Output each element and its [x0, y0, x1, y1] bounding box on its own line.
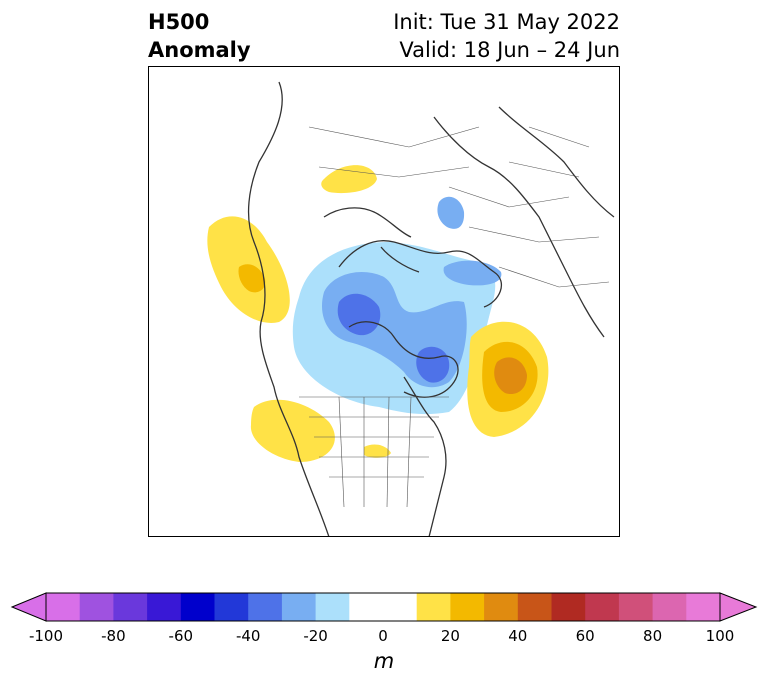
colorbar-tick-label: -40: [235, 627, 261, 645]
political-borders: [299, 126, 610, 508]
colorbar-tick-label: 0: [378, 627, 388, 645]
anomaly-map: [148, 66, 620, 537]
map-canvas: [207, 81, 615, 536]
init-date-label: Init: Tue 31 May 2022: [393, 10, 620, 34]
colorbar-cell: [46, 593, 81, 621]
positive-anomaly-north-atlantic-core: [238, 264, 266, 293]
colorbar-cell: [315, 593, 350, 621]
colorbar-cell: [180, 593, 215, 621]
colorbar: [10, 592, 758, 622]
colorbar-unit-label: m: [373, 649, 395, 673]
colorbar-cell: [281, 593, 317, 621]
colorbar-extend-low: [10, 592, 47, 622]
colorbar-cell: [484, 593, 519, 621]
colorbar-cell: [113, 593, 148, 621]
colorbar-cell: [79, 593, 114, 621]
title-line-2: Anomaly: [148, 38, 251, 62]
colorbar-cell: [416, 593, 451, 621]
coastlines: [247, 81, 615, 536]
negative-anomaly-core-east: [416, 346, 450, 383]
negative-anomaly-europe: [437, 196, 465, 229]
valid-range-label: Valid: 18 Jun – 24 Jun: [399, 38, 620, 62]
map-title: H500 Anomaly: [148, 8, 251, 64]
colorbar-tick-label: -60: [168, 627, 194, 645]
colorbar-tick-label: -20: [303, 627, 328, 645]
colorbar-cell: [652, 593, 687, 621]
colorbar-cell: [450, 593, 485, 621]
colorbar-cell: [349, 593, 384, 621]
forecast-info: Init: Tue 31 May 2022 Valid: 18 Jun – 24…: [393, 8, 620, 64]
colorbar-tick-label: -80: [101, 627, 126, 645]
colorbar-outline: [45, 592, 721, 622]
colorbar-tick-label: -100: [28, 627, 64, 645]
colorbar-cell: [517, 593, 552, 621]
colorbar-cell: [551, 593, 586, 621]
colorbar-cell: [383, 593, 418, 621]
colorbar-cell: [248, 593, 283, 621]
colorbar-tick-label: 60: [575, 627, 595, 645]
colorbar-cell: [686, 593, 721, 621]
colorbar-tick-label: 40: [508, 627, 528, 645]
colorbar-cell: [618, 593, 654, 621]
colorbar-cells: [10, 592, 758, 622]
positive-anomaly-scandinavia: [321, 165, 377, 194]
negative-anomaly-core-west: [337, 293, 381, 336]
colorbar-cell: [214, 593, 249, 621]
colorbar-tick-label: 100: [705, 627, 735, 645]
colorbar-extend-high: [719, 592, 758, 622]
colorbar-cell: [585, 593, 620, 621]
positive-anomaly-central-us: [364, 444, 391, 458]
title-line-1: H500: [148, 10, 210, 34]
colorbar-tick-label: 20: [440, 627, 460, 645]
positive-anomaly-western-us: [250, 399, 335, 462]
positive-anomaly-north-pacific-core: [494, 357, 527, 395]
colorbar-cell: [147, 593, 182, 621]
colorbar-tick-label: 80: [643, 627, 663, 645]
